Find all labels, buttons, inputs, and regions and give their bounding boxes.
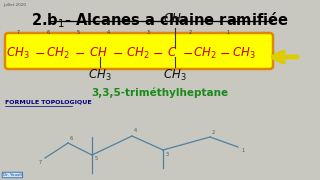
- Text: $\mathit{-}$: $\mathit{-}$: [112, 46, 124, 60]
- Text: 5: 5: [94, 156, 98, 161]
- Text: 1: 1: [241, 148, 244, 154]
- Text: $\mathit{CH}$: $\mathit{CH}$: [89, 46, 107, 60]
- Text: 4: 4: [133, 129, 137, 134]
- Text: $\mathit{CH_3}$: $\mathit{CH_3}$: [163, 12, 187, 27]
- Text: Dr. Yousfi: Dr. Yousfi: [3, 173, 22, 177]
- Text: $\mathit{CH_3}$: $\mathit{CH_3}$: [6, 45, 30, 60]
- Text: 7: 7: [16, 30, 20, 35]
- Text: 2: 2: [188, 30, 192, 35]
- Text: $\mathit{-}$: $\mathit{-}$: [152, 46, 164, 60]
- Text: $\mathit{CH_2}$: $\mathit{CH_2}$: [126, 45, 150, 60]
- Text: $\mathit{-}$: $\mathit{-}$: [35, 46, 45, 60]
- Text: 2: 2: [212, 129, 215, 134]
- Text: 6: 6: [46, 30, 50, 35]
- Text: $\mathit{-}$: $\mathit{-}$: [182, 46, 194, 60]
- Text: $\mathit{CH_3}$: $\mathit{CH_3}$: [88, 68, 112, 83]
- Text: $\mathit{-}$: $\mathit{-}$: [75, 46, 85, 60]
- Text: 2.b$_1$- Alcanes a chaine ramifiée: 2.b$_1$- Alcanes a chaine ramifiée: [31, 10, 289, 30]
- FancyBboxPatch shape: [5, 33, 273, 69]
- Text: 3: 3: [147, 30, 149, 35]
- Text: 6: 6: [69, 136, 73, 141]
- Text: $\mathit{CH_3}$: $\mathit{CH_3}$: [232, 45, 256, 60]
- Text: 1: 1: [227, 30, 229, 35]
- Text: $\mathit{CH_3}$: $\mathit{CH_3}$: [163, 68, 187, 83]
- Text: 3: 3: [165, 152, 169, 158]
- Text: FORMULE TOPOLOGIQUE: FORMULE TOPOLOGIQUE: [5, 100, 92, 105]
- Text: 5: 5: [76, 30, 80, 35]
- Text: $\mathit{-}$: $\mathit{-}$: [220, 46, 231, 60]
- Text: 7: 7: [38, 159, 42, 165]
- Text: 4: 4: [107, 30, 109, 35]
- Text: $\mathit{CH_2}$: $\mathit{CH_2}$: [46, 45, 70, 60]
- Text: 3,3,5-triméthylheptane: 3,3,5-triméthylheptane: [92, 88, 228, 98]
- Text: $\mathit{C}$: $\mathit{C}$: [167, 46, 177, 60]
- Text: Juillet 2020: Juillet 2020: [3, 3, 26, 7]
- Text: $\mathit{CH_2}$: $\mathit{CH_2}$: [193, 45, 217, 60]
